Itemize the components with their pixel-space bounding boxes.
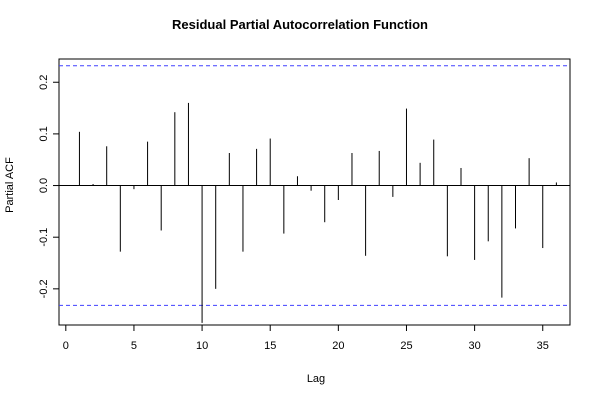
y-tick-label: 0.0 [38, 178, 50, 193]
x-axis-label: Lag [307, 373, 325, 385]
y-axis-label: Partial ACF [4, 157, 16, 213]
x-tick-label: 10 [196, 340, 208, 352]
x-tick-label: 35 [537, 340, 549, 352]
x-axis: 0 5 10 15 20 25 30 35 [63, 324, 549, 352]
y-tick-label: -0.1 [38, 228, 50, 247]
x-tick-label: 20 [332, 340, 344, 352]
pacf-bars [78, 102, 557, 323]
plot-frame [58, 58, 571, 326]
x-tick-label: 25 [400, 340, 412, 352]
y-tick-label: 0.2 [38, 75, 50, 90]
x-tick-label: 5 [131, 340, 137, 352]
confidence-bounds [59, 65, 570, 306]
y-tick-label: 0.1 [38, 126, 50, 141]
x-tick-label: 0 [63, 340, 69, 352]
y-tick-label: -0.2 [38, 279, 50, 298]
y-axis: -0.2 -0.1 0.0 0.1 0.2 [38, 75, 60, 298]
chart-title: Residual Partial Autocorrelation Functio… [172, 17, 428, 32]
x-tick-label: 15 [264, 340, 276, 352]
x-tick-label: 30 [468, 340, 480, 352]
